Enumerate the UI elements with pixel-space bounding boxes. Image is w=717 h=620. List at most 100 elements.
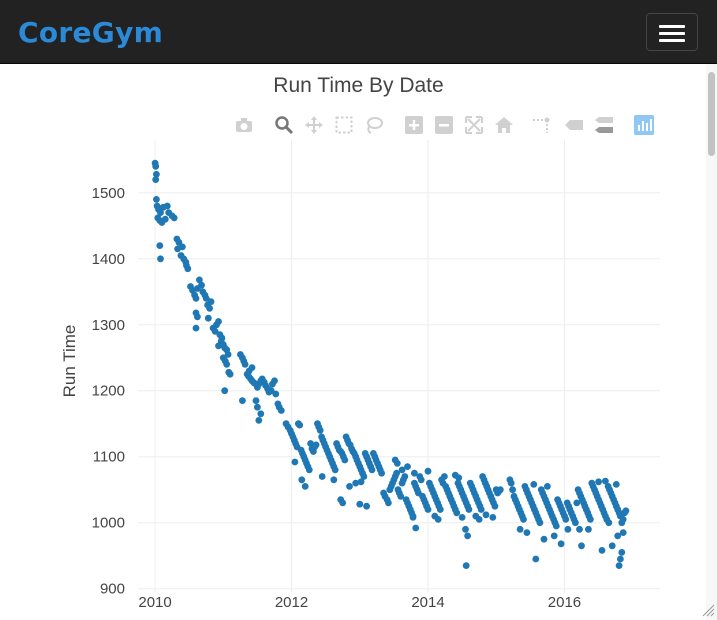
data-point bbox=[192, 324, 200, 332]
data-point bbox=[179, 243, 186, 251]
data-point bbox=[475, 516, 483, 523]
menu-toggle-button[interactable] bbox=[646, 13, 698, 51]
x-tick-label: 2014 bbox=[411, 594, 444, 611]
grid-lines bbox=[138, 140, 660, 592]
data-point bbox=[441, 473, 448, 480]
spike-lines-icon[interactable] bbox=[531, 114, 553, 136]
zoom-icon[interactable] bbox=[273, 114, 295, 136]
data-point bbox=[241, 361, 249, 368]
y-tick-labels: 900 1000 1100 1200 1300 1400 1500 bbox=[92, 185, 125, 598]
data-point bbox=[532, 555, 540, 563]
data-point bbox=[544, 483, 551, 490]
data-point bbox=[516, 525, 524, 533]
data-point bbox=[622, 507, 630, 515]
data-point bbox=[248, 364, 256, 371]
data-point bbox=[157, 209, 164, 217]
data-point bbox=[223, 361, 231, 368]
data-point bbox=[192, 295, 200, 302]
data-point bbox=[301, 483, 309, 490]
data-point bbox=[312, 441, 320, 449]
lasso-select-icon[interactable] bbox=[363, 114, 385, 136]
data-point bbox=[424, 506, 432, 513]
data-point bbox=[617, 555, 624, 563]
hover-closest-icon[interactable] bbox=[563, 114, 585, 136]
data-point bbox=[257, 410, 265, 418]
camera-icon[interactable] bbox=[233, 114, 255, 136]
zoom-in-icon[interactable] bbox=[403, 114, 425, 136]
data-point bbox=[218, 334, 226, 342]
brand-logo[interactable]: CoreGym bbox=[18, 16, 164, 49]
data-point bbox=[393, 459, 401, 467]
x-tick-label: 2016 bbox=[548, 594, 581, 611]
data-point bbox=[562, 516, 570, 523]
data-point bbox=[215, 342, 222, 350]
data-point bbox=[356, 500, 364, 508]
data-point bbox=[239, 397, 246, 404]
data-point bbox=[578, 542, 585, 550]
data-point bbox=[291, 458, 299, 466]
data-point bbox=[341, 456, 349, 464]
data-point bbox=[608, 542, 616, 550]
reset-axes-icon[interactable] bbox=[493, 114, 515, 136]
data-point bbox=[277, 407, 285, 414]
data-point bbox=[156, 242, 164, 250]
resize-handle-icon[interactable] bbox=[701, 603, 715, 617]
scrollbar-thumb[interactable] bbox=[708, 72, 715, 156]
data-point bbox=[157, 255, 164, 263]
data-point bbox=[523, 529, 531, 536]
data-point bbox=[385, 499, 392, 507]
data-point bbox=[482, 511, 490, 519]
zoom-out-icon[interactable] bbox=[433, 114, 455, 136]
data-point bbox=[458, 514, 466, 521]
data-point bbox=[198, 281, 205, 289]
data-point bbox=[226, 370, 234, 378]
data-point bbox=[540, 535, 548, 543]
data-point bbox=[397, 492, 405, 500]
data-point bbox=[612, 481, 620, 488]
data-point bbox=[453, 509, 461, 517]
box-select-icon[interactable] bbox=[333, 114, 355, 136]
data-point bbox=[175, 238, 183, 246]
data-point bbox=[615, 562, 623, 569]
y-tick-label: 900 bbox=[100, 581, 125, 598]
data-point bbox=[576, 525, 583, 533]
data-point bbox=[393, 469, 400, 477]
data-point bbox=[552, 522, 560, 530]
y-tick-label: 1400 bbox=[92, 251, 125, 268]
data-point bbox=[411, 469, 418, 477]
data-point bbox=[298, 476, 306, 484]
data-point bbox=[206, 304, 214, 312]
data-point bbox=[202, 295, 210, 302]
hamburger-icon bbox=[659, 25, 685, 28]
data-point bbox=[491, 502, 499, 510]
autoscale-icon[interactable] bbox=[463, 114, 485, 136]
scrollbar[interactable] bbox=[706, 64, 717, 620]
data-point bbox=[496, 486, 504, 494]
data-point bbox=[378, 469, 385, 477]
data-point bbox=[477, 506, 485, 513]
data-point bbox=[619, 529, 627, 536]
data-point bbox=[357, 478, 365, 486]
hamburger-icon bbox=[659, 39, 685, 42]
y-tick-label: 1200 bbox=[92, 383, 125, 400]
data-point bbox=[158, 219, 166, 226]
data-point bbox=[509, 486, 516, 494]
hover-compare-icon[interactable] bbox=[593, 114, 615, 136]
data-point bbox=[271, 377, 278, 385]
data-point bbox=[194, 313, 201, 321]
data-point bbox=[363, 502, 370, 510]
x-tick-labels: 2010 2012 2014 2016 bbox=[138, 594, 581, 611]
data-point bbox=[465, 506, 473, 513]
data-point bbox=[462, 562, 470, 569]
pan-icon[interactable] bbox=[303, 114, 325, 136]
data-point bbox=[272, 390, 280, 398]
data-point bbox=[557, 540, 565, 548]
data-point bbox=[153, 196, 160, 203]
hamburger-icon bbox=[659, 32, 685, 35]
navbar: CoreGym bbox=[0, 0, 717, 64]
data-point bbox=[170, 214, 178, 222]
data-point bbox=[602, 477, 609, 485]
plotly-logo-icon[interactable] bbox=[633, 114, 655, 136]
data-point bbox=[412, 524, 420, 532]
